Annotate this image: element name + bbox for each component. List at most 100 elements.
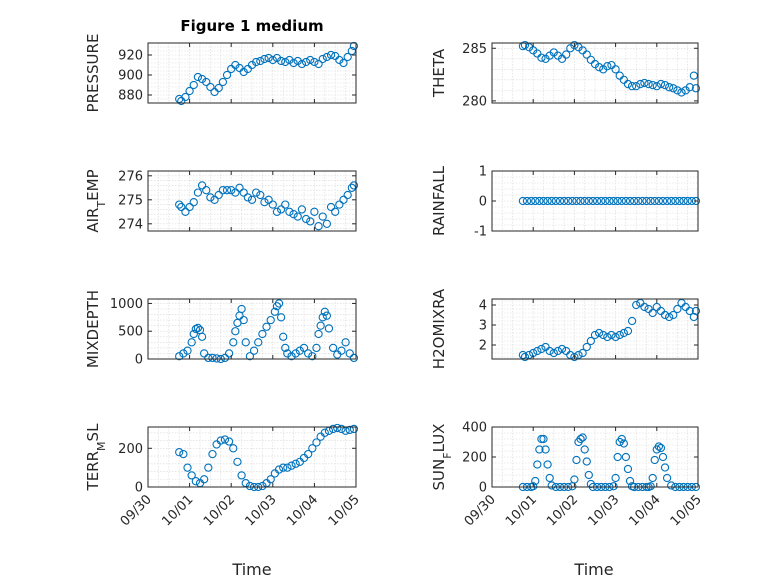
plot-7-xtick-label: 10/01 [159, 492, 196, 529]
plot-6-point [574, 350, 583, 360]
plot-6-point [549, 348, 558, 358]
plot-7-point [229, 444, 238, 453]
plot-4-point [646, 196, 655, 206]
plot-5-point [312, 343, 321, 353]
plot-5-point [235, 311, 244, 320]
plot-7-point [316, 432, 325, 441]
plot-4-point [535, 196, 544, 206]
plot-5-axes-box [147, 298, 357, 360]
plot-3-ylabel: AIRTEMP [84, 169, 108, 232]
plot-8-xtick-label: 10/05 [668, 492, 705, 529]
plot-6-point [615, 330, 624, 340]
plot-1-point [206, 82, 215, 92]
plot-1-point [222, 70, 232, 80]
plot-4-point [547, 196, 556, 206]
plot-7-point [237, 471, 246, 480]
plot-7-point [337, 424, 346, 434]
plot-5-point [345, 349, 354, 358]
plot-3-point [281, 200, 290, 209]
plot-3-point [231, 188, 240, 197]
plot-3-point [193, 188, 203, 197]
plot-4-point [584, 196, 593, 206]
plot-5-point [262, 322, 271, 331]
plot-8-point [572, 455, 581, 465]
plot-7-point [328, 424, 338, 434]
plot-4-point [531, 196, 540, 206]
plot-3-point [218, 186, 228, 195]
plot-3-ytick-label: 276 [118, 169, 143, 184]
plot-7-ytick-label: 200 [118, 442, 143, 457]
plot-5-ytick-label: 0 [135, 353, 143, 368]
plot-7-xtick-label: 10/03 [243, 492, 280, 529]
plot-4-point [638, 196, 647, 206]
plot-7-point [187, 471, 196, 480]
plot-5-point [283, 349, 292, 358]
x-axis-label-right: Time [573, 560, 613, 579]
plot-4-point [522, 196, 532, 206]
plot-7-ylabel: TERRMSL [84, 423, 108, 492]
plot-4-point [539, 196, 548, 206]
plot-3-point [276, 205, 286, 214]
plot-8-xtick-label: 10/01 [503, 492, 540, 529]
plot-6-point [545, 346, 554, 356]
plot-8-point [584, 470, 593, 480]
plot-1-point [322, 52, 332, 62]
plot-2-point [685, 83, 694, 92]
plot-7-point [216, 436, 225, 445]
plot-3-point [235, 183, 244, 192]
plot-7-point [183, 463, 192, 472]
plot-5-point [291, 349, 300, 358]
plot-1-ytick-label: 900 [118, 69, 143, 84]
plot-4-point [551, 196, 561, 206]
plot-3-point [318, 212, 327, 221]
plot-1-point [256, 56, 265, 66]
plot-3-point [222, 186, 232, 195]
plot-7-point [191, 477, 200, 486]
plot-1-point [218, 77, 228, 87]
plot-4-point [580, 196, 589, 206]
plot-8-point [580, 445, 589, 454]
plot-4-point [605, 196, 614, 206]
plot-2-point [673, 86, 682, 95]
plot-3-ytick-label: 274 [118, 217, 143, 232]
plot-3-ylabel-sub: T [95, 201, 108, 209]
plot-3-point [289, 210, 298, 219]
plot-1-ylabel: PRESSURE [84, 34, 102, 113]
plot-1-point [210, 87, 219, 97]
plot-4-point [613, 196, 622, 206]
plot-3-point [197, 181, 207, 190]
plot-5-point [231, 327, 240, 336]
plot-5-point [189, 329, 198, 339]
plot-3-point [314, 222, 323, 231]
plot-1-point [197, 74, 207, 84]
plot-1-point [285, 55, 294, 65]
plot-6-point [599, 330, 608, 340]
plot-3-point [252, 188, 261, 197]
plot-5-point [220, 353, 230, 363]
plot-6-point [541, 342, 550, 352]
plot-6-ytick-label: 4 [479, 299, 487, 314]
plot-1-point [189, 80, 198, 90]
plot-4-point [592, 196, 602, 206]
plot-6-point [586, 336, 596, 346]
plot-8-point [529, 482, 538, 491]
plot-2-point [652, 82, 661, 91]
plot-2-point [636, 79, 645, 89]
plot-5-point [183, 346, 192, 355]
plot-5-point [212, 354, 221, 363]
plot-1-point [343, 52, 352, 62]
plot-7-point [333, 423, 342, 433]
plot-4-point [597, 196, 606, 206]
plot-6-point [691, 306, 701, 316]
plot-5-point [349, 353, 359, 363]
plot-8-point [623, 464, 633, 474]
plot-1-point [239, 67, 248, 77]
plot-2-point [627, 82, 637, 91]
plot-5-point [245, 352, 255, 361]
plot-6-axes-box [491, 298, 699, 360]
plot-2-axes-box [491, 42, 699, 104]
plot-7-point [295, 457, 304, 466]
plot-7-point [179, 449, 188, 459]
plot-6-point [660, 310, 670, 320]
plot-8-ytick-label: 400 [462, 421, 487, 436]
